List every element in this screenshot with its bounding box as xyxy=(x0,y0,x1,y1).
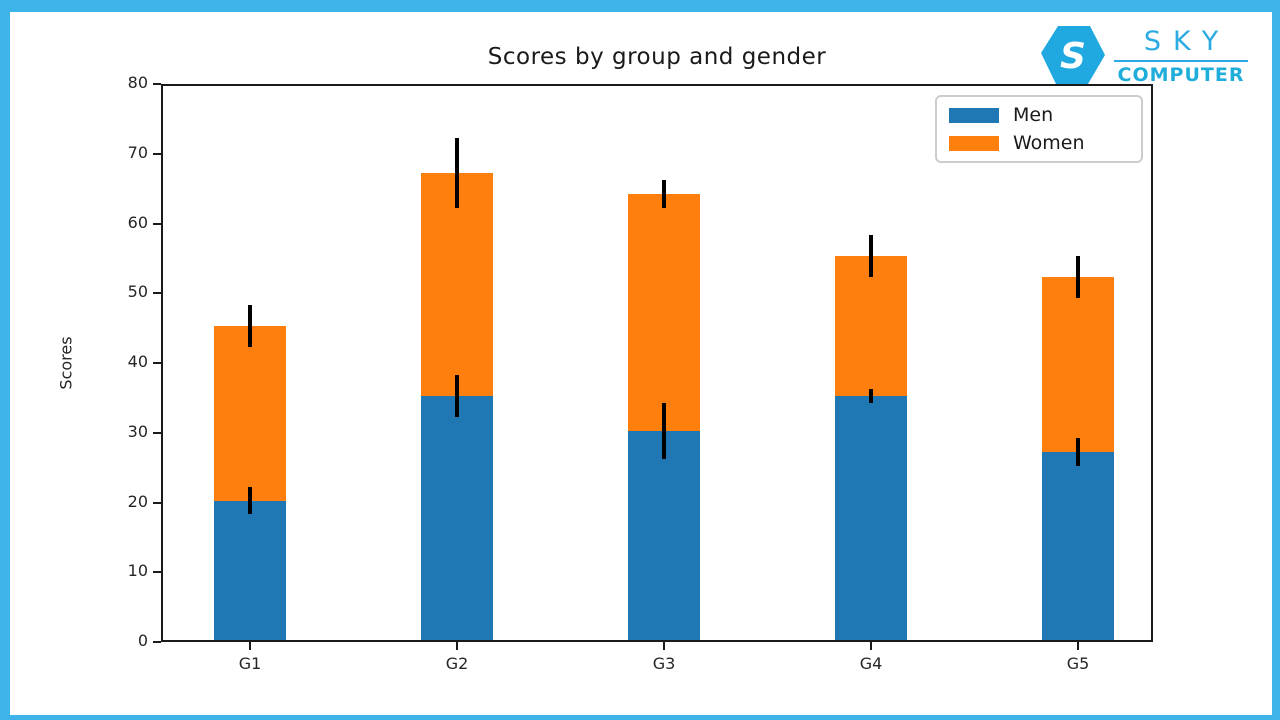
logo-underline xyxy=(1114,60,1248,63)
x-tick-label: G4 xyxy=(859,654,883,673)
y-tick-label: 10 xyxy=(127,561,148,581)
frame-border-right xyxy=(1272,0,1280,720)
y-tick-label: 30 xyxy=(127,421,148,441)
y-tick-label: 60 xyxy=(127,212,148,232)
y-tick-label: 70 xyxy=(127,142,148,162)
chart-title: Scores by group and gender xyxy=(487,44,827,70)
plot-area xyxy=(161,84,1153,642)
error-bar-women-g4 xyxy=(869,235,873,278)
error-bar-men-g3 xyxy=(662,402,666,459)
error-bar-women-g2 xyxy=(455,137,459,208)
logo-sky-text: SKY xyxy=(1143,26,1231,57)
frame-border-left xyxy=(0,0,10,720)
y-tick-mark xyxy=(153,431,161,434)
y-tick-mark xyxy=(153,641,161,643)
logo-computer-text: COMPUTER xyxy=(1117,64,1245,87)
sky-computer-logo: S SKY COMPUTER xyxy=(1038,8,1258,88)
y-tick-label: 0 xyxy=(137,631,148,650)
y-tick-label: 80 xyxy=(127,73,148,92)
bar-segment-women-g1 xyxy=(214,326,286,501)
error-bar-women-g5 xyxy=(1076,256,1080,299)
bar-segment-women-g5 xyxy=(1042,277,1114,452)
legend-row-women: Women xyxy=(949,132,1129,154)
frame-border-bottom xyxy=(0,715,1280,720)
y-tick-label: 50 xyxy=(127,282,148,302)
bar-segment-women-g4 xyxy=(835,256,907,396)
legend-row-men: Men xyxy=(949,104,1129,126)
y-tick-mark xyxy=(153,222,161,225)
bar-segment-women-g3 xyxy=(628,193,700,431)
bar-segment-men-g1 xyxy=(214,500,286,640)
y-tick-mark xyxy=(153,501,161,504)
legend-label-men: Men xyxy=(1013,104,1054,126)
bar-segment-women-g2 xyxy=(421,172,493,396)
frame-border-top xyxy=(0,0,1280,12)
bar-segment-men-g3 xyxy=(628,430,700,640)
x-tick-label: G3 xyxy=(652,654,676,673)
bar-segment-men-g5 xyxy=(1042,451,1114,640)
x-tick-label: G1 xyxy=(238,654,262,673)
y-tick-label: 20 xyxy=(127,491,148,511)
logo-text-block: SKY COMPUTER xyxy=(1114,26,1248,86)
x-tick-label: G2 xyxy=(445,654,469,673)
y-tick-label: 40 xyxy=(127,352,148,371)
y-tick-mark xyxy=(153,362,161,364)
error-bar-men-g2 xyxy=(455,374,459,417)
error-bar-men-g1 xyxy=(248,486,252,515)
y-tick-mark xyxy=(153,571,161,574)
bar-segment-men-g2 xyxy=(421,395,493,640)
error-bar-men-g4 xyxy=(869,388,873,403)
x-tick-mark xyxy=(249,642,251,650)
legend-swatch-men xyxy=(949,107,999,123)
error-bar-women-g1 xyxy=(248,305,252,348)
error-bar-men-g5 xyxy=(1076,437,1080,466)
legend-label-women: Women xyxy=(1013,132,1085,154)
svg-text:S: S xyxy=(1060,36,1086,77)
y-tick-mark xyxy=(153,83,161,85)
x-tick-mark xyxy=(663,642,665,650)
x-tick-label: G5 xyxy=(1066,654,1090,673)
legend-swatch-women xyxy=(949,135,999,151)
bar-segment-men-g4 xyxy=(835,395,907,640)
y-tick-mark xyxy=(153,292,161,295)
x-tick-mark xyxy=(456,642,458,650)
x-tick-mark xyxy=(1077,642,1079,650)
x-tick-mark xyxy=(870,642,872,650)
y-tick-mark xyxy=(153,152,161,155)
logo-hexagon-icon: S xyxy=(1041,26,1105,84)
legend: Men Women xyxy=(935,95,1143,163)
y-axis-label: Scores xyxy=(56,336,76,390)
error-bar-women-g3 xyxy=(662,179,666,208)
